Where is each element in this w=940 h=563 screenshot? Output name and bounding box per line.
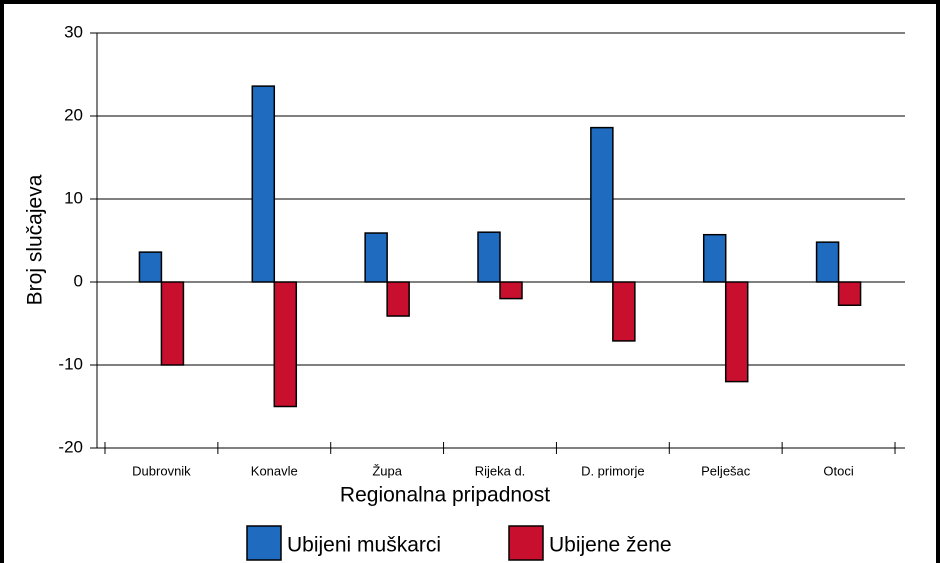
bar (477, 231, 501, 283)
bar (251, 85, 276, 283)
bar (702, 233, 727, 283)
bar (724, 281, 749, 383)
bar (837, 281, 862, 306)
x-tick-label: Pelješac (701, 463, 751, 478)
x-tick-label: Otoci (823, 463, 853, 478)
y-tick-label: 10 (64, 188, 83, 207)
legend-label: Ubijeni muškarci (287, 534, 441, 557)
bar (138, 251, 163, 283)
legend-swatch (508, 525, 544, 561)
bar (499, 281, 523, 300)
x-axis-label: Regionalna pripadnost (340, 484, 550, 507)
legend-label: Ubijene žene (549, 534, 672, 557)
bar (273, 281, 298, 408)
x-tick-label: Konavle (251, 463, 298, 478)
y-axis-label: Broj slučajeva (24, 174, 47, 305)
bar (612, 281, 636, 342)
bar (160, 281, 185, 366)
bar (590, 126, 614, 283)
x-tick-label: Župa (372, 463, 402, 478)
y-tick-label: 30 (64, 22, 83, 41)
y-tick-label: -20 (58, 437, 83, 456)
bar (815, 241, 840, 283)
x-tick-label: Rijeka d. (475, 463, 526, 478)
y-tick-label: 20 (64, 105, 83, 124)
y-tick-label: -10 (58, 354, 83, 373)
bar (364, 232, 388, 283)
legend-swatch (246, 525, 282, 561)
y-tick-label: 0 (74, 271, 83, 290)
x-tick-label: Dubrovnik (132, 463, 191, 478)
bar (386, 281, 410, 317)
x-tick-label: D. primorje (581, 463, 645, 478)
